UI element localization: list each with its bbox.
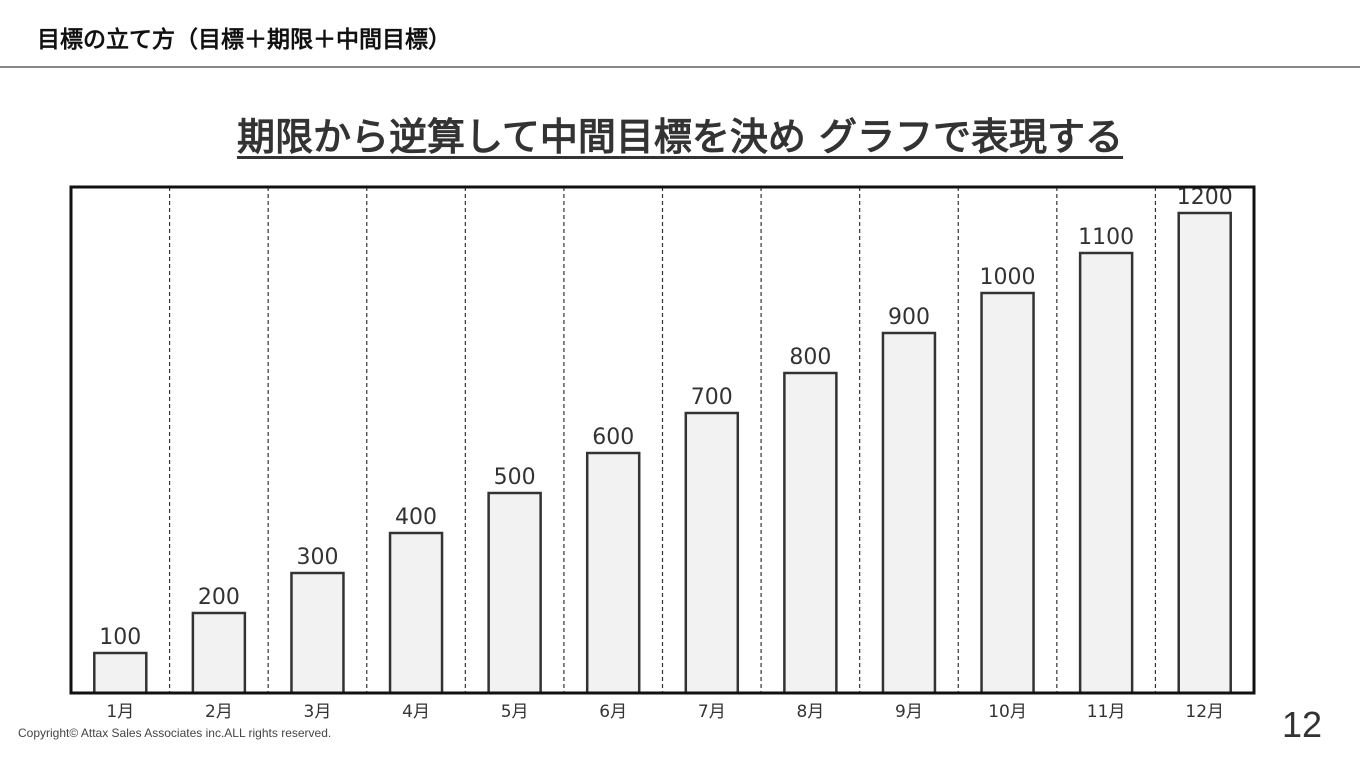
- bar-12: [1177, 211, 1232, 695]
- data-label-11: 1100: [1078, 225, 1134, 250]
- slide-title: 期限から逆算して中間目標を決め グラフで表現する: [0, 106, 1360, 161]
- x-tick-label-11: 11月: [1087, 702, 1126, 722]
- x-tick-label-5: 5月: [501, 702, 529, 722]
- bar-10: [980, 291, 1035, 695]
- bar-7: [684, 411, 740, 695]
- bar-4: [388, 531, 444, 695]
- bar-6: [585, 451, 641, 695]
- x-tick-label-7: 7月: [698, 702, 726, 722]
- data-label-12: 1200: [1177, 185, 1233, 210]
- x-tick-label-2: 2月: [205, 702, 233, 722]
- page-number: 12: [1281, 704, 1322, 745]
- bar-9: [881, 331, 937, 695]
- data-label-9: 900: [888, 305, 930, 330]
- data-label-8: 800: [789, 345, 831, 370]
- x-tick-label-3: 3月: [304, 702, 332, 722]
- bar-5: [487, 491, 542, 695]
- x-tick-label-1: 1月: [106, 702, 134, 722]
- data-label-5: 500: [494, 465, 536, 490]
- bar-11: [1078, 251, 1134, 695]
- slide-title-text: 期限から逆算して中間目標を決め グラフで表現する: [236, 115, 1124, 159]
- bar-8: [783, 371, 838, 695]
- data-label-4: 400: [395, 505, 437, 530]
- bar-1: [93, 651, 148, 695]
- x-tick-label-9: 9月: [895, 702, 923, 722]
- header-title: 目標の立て方（目標＋期限＋中間目標）: [37, 27, 451, 53]
- bar-3: [290, 571, 345, 695]
- bar-2: [191, 611, 247, 695]
- data-label-6: 600: [592, 425, 634, 450]
- x-tick-label-4: 4月: [402, 702, 430, 722]
- x-tick-label-6: 6月: [599, 702, 627, 722]
- x-tick-label-8: 8月: [796, 702, 824, 722]
- header-divider: [0, 66, 1360, 68]
- data-label-1: 100: [99, 625, 141, 650]
- data-label-2: 200: [198, 585, 240, 610]
- x-tick-label-12: 12月: [1185, 702, 1224, 722]
- plot-frame: [69, 185, 1256, 695]
- data-label-7: 700: [691, 385, 733, 410]
- data-label-10: 1000: [980, 265, 1036, 290]
- copyright: Copyright© Attax Sales Associates inc.AL…: [18, 726, 332, 740]
- x-tick-label-10: 10月: [988, 702, 1027, 722]
- data-label-3: 300: [296, 545, 338, 570]
